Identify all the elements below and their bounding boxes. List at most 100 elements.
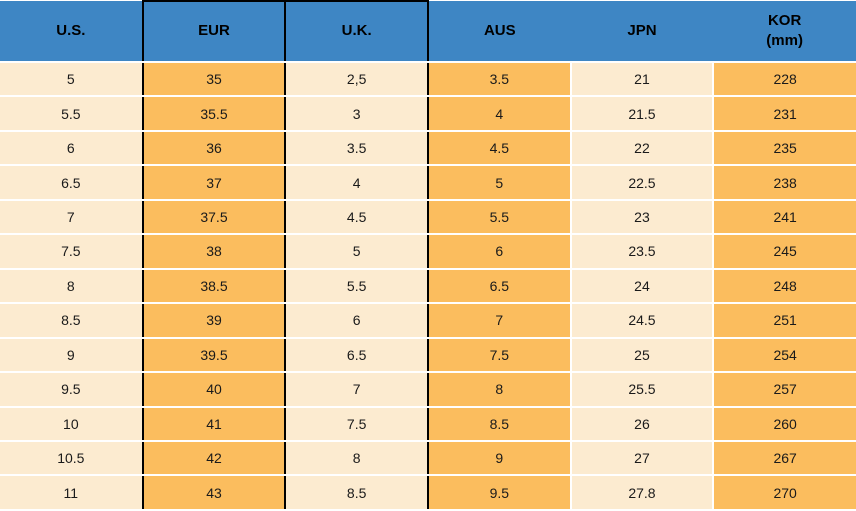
table-cell-jpn: 27 — [570, 440, 715, 477]
table-cell-jpn: 23 — [570, 199, 715, 236]
table-cell-u-k: 6.5 — [284, 336, 429, 374]
table-cell-u-s: 7.5 — [0, 234, 143, 270]
table-cell-kor: 267 — [713, 440, 856, 477]
table-cell-u-k: 5 — [284, 233, 429, 270]
table-cell-u-s: 10.5 — [0, 440, 143, 477]
table-cell-aus: 8 — [427, 372, 572, 408]
table-row: 5 35 2,5 3.5 21 228 — [0, 60, 856, 98]
table-cell-kor: 270 — [713, 475, 856, 511]
table-cell-u-k: 2,5 — [284, 60, 429, 98]
table-cell-eur: 43 — [141, 474, 287, 511]
table-cell-u-k: 5.5 — [284, 267, 429, 305]
table-cell-eur: 40 — [141, 371, 287, 408]
table-cell-eur: 39 — [141, 302, 287, 339]
table-cell-kor: 245 — [713, 234, 856, 270]
table-cell-jpn: 26 — [570, 406, 715, 442]
table-cell-jpn: 25 — [570, 337, 715, 374]
column-header-label: JPN — [627, 21, 657, 39]
table-cell-aus: 6.5 — [427, 268, 572, 305]
table-cell-u-s: 6.5 — [0, 165, 143, 201]
table-cell-aus: 5 — [427, 165, 572, 201]
table-cell-jpn: 22.5 — [570, 165, 715, 201]
table-row: 6.5 37 4 5 22.5 238 — [0, 164, 856, 201]
table-cell-aus: 4.5 — [427, 130, 572, 167]
column-header-u-k: U.K. — [284, 0, 429, 63]
column-header-jpn: JPN — [570, 1, 714, 63]
column-header-eur: EUR — [141, 0, 287, 63]
table-row: 8.5 39 6 7 24.5 251 — [0, 302, 856, 339]
table-row: 11 43 8.5 9.5 27.8 270 — [0, 474, 856, 511]
table-cell-u-s: 7 — [0, 199, 143, 236]
table-cell-kor: 228 — [713, 62, 856, 98]
table-cell-aus: 6 — [427, 234, 572, 270]
table-cell-eur: 41 — [141, 405, 287, 442]
table-row: 10.5 42 8 9 27 267 — [0, 439, 856, 477]
table-cell-aus: 5.5 — [427, 199, 572, 236]
table-cell-eur: 36 — [141, 129, 287, 167]
table-cell-u-s: 8 — [0, 268, 143, 305]
table-cell-aus: 8.5 — [427, 406, 572, 442]
table-cell-u-k: 8 — [284, 439, 429, 477]
column-header-label: EUR — [198, 22, 230, 40]
table-cell-aus: 3.5 — [427, 62, 572, 98]
table-cell-eur: 35.5 — [141, 95, 287, 132]
table-cell-u-s: 9.5 — [0, 372, 143, 408]
column-header-kor: KOR (mm) — [713, 1, 856, 63]
table-cell-kor: 235 — [713, 130, 856, 167]
header-row: U.S. EUR U.K. AUS JPN KOR (mm) — [0, 0, 856, 63]
table-cell-u-s: 6 — [0, 130, 143, 167]
column-header-aus: AUS — [427, 1, 571, 63]
table-cell-eur: 35 — [141, 60, 287, 98]
table-cell-u-k: 3.5 — [284, 129, 429, 167]
table-cell-eur: 42 — [141, 439, 287, 477]
table-cell-kor: 254 — [713, 337, 856, 374]
table-cell-u-s: 5.5 — [0, 96, 143, 132]
table-cell-eur: 38.5 — [141, 267, 287, 305]
table-row: 5.5 35.5 3 4 21.5 231 — [0, 95, 856, 132]
table-cell-jpn: 23.5 — [570, 234, 715, 270]
table-cell-u-k: 3 — [284, 95, 429, 132]
column-header-u-s: U.S. — [0, 1, 143, 63]
column-header-sublabel: (mm) — [766, 32, 803, 49]
table-cell-jpn: 24.5 — [570, 303, 715, 339]
table-cell-u-s: 9 — [0, 337, 143, 374]
table-cell-u-k: 8.5 — [284, 474, 429, 511]
table-cell-jpn: 21 — [570, 62, 715, 98]
table-cell-u-s: 5 — [0, 62, 143, 98]
table-cell-u-s: 11 — [0, 475, 143, 511]
table-cell-aus: 7 — [427, 303, 572, 339]
table-body: 5 35 2,5 3.5 21 228 5.5 35.5 3 4 21.5 231 6 36 3.5 4.5 2… — [0, 60, 856, 511]
table-cell-kor: 241 — [713, 199, 856, 236]
table-row: 9.5 40 7 8 25.5 257 — [0, 371, 856, 408]
table-cell-aus: 4 — [427, 96, 572, 132]
table-cell-u-k: 7.5 — [284, 405, 429, 442]
table-cell-kor: 238 — [713, 165, 856, 201]
table-cell-jpn: 24 — [570, 268, 715, 305]
table-cell-kor: 260 — [713, 406, 856, 442]
table-cell-u-s: 8.5 — [0, 303, 143, 339]
table-cell-aus: 9.5 — [427, 475, 572, 511]
table-cell-jpn: 27.8 — [570, 475, 715, 511]
column-header-label: U.S. — [56, 21, 86, 39]
table-row: 6 36 3.5 4.5 22 235 — [0, 129, 856, 167]
table-cell-jpn: 21.5 — [570, 96, 715, 132]
table-cell-u-k: 4.5 — [284, 198, 429, 236]
table-cell-aus: 9 — [427, 440, 572, 477]
column-header-label: KOR — [767, 11, 802, 29]
table-row: 7 37.5 4.5 5.5 23 241 — [0, 198, 856, 236]
table-cell-jpn: 25.5 — [570, 372, 715, 408]
table-cell-kor: 257 — [713, 372, 856, 408]
table-row: 10 41 7.5 8.5 26 260 — [0, 405, 856, 442]
table-cell-u-k: 4 — [284, 164, 429, 201]
column-header-label: U.K. — [341, 22, 372, 40]
table-row: 9 39.5 6.5 7.5 25 254 — [0, 336, 856, 374]
table-cell-eur: 38 — [141, 233, 287, 270]
table-cell-kor: 231 — [713, 96, 856, 132]
column-header-label: AUS — [483, 21, 516, 39]
table-cell-eur: 37 — [141, 164, 287, 201]
table-cell-aus: 7.5 — [427, 337, 572, 374]
table-cell-jpn: 22 — [570, 130, 715, 167]
table-cell-kor: 248 — [713, 268, 856, 305]
